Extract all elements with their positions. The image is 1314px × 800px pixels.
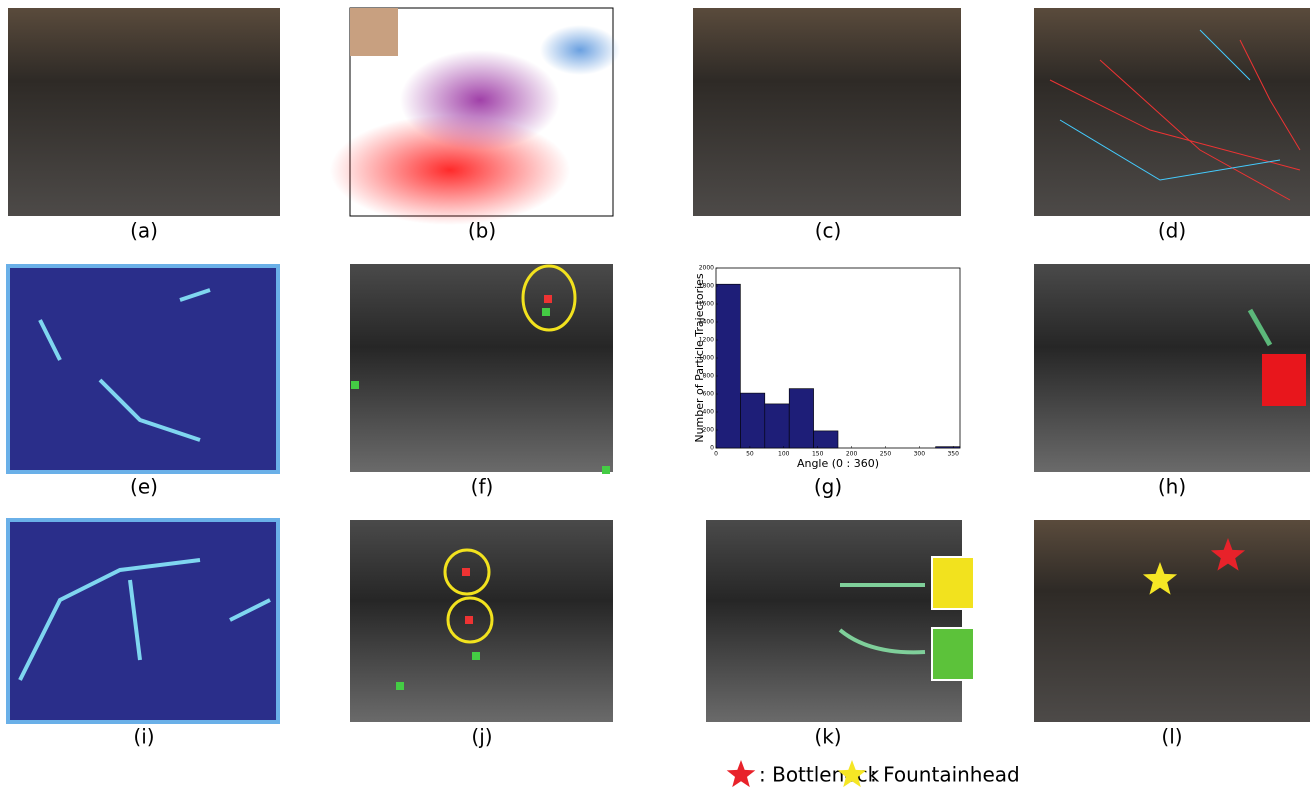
y-tick-label: 1600	[699, 301, 714, 308]
y-tick-label: 1800	[699, 283, 714, 290]
marker	[351, 381, 359, 389]
photo	[693, 8, 961, 216]
photo	[8, 8, 280, 216]
panel-caption: (c)	[815, 219, 842, 243]
y-tick-label: 600	[703, 391, 715, 398]
x-tick-label: 350	[947, 451, 959, 458]
bar	[814, 431, 838, 448]
panel-caption: (b)	[468, 219, 496, 243]
color-wheel	[350, 8, 398, 56]
photo	[1034, 8, 1310, 216]
inset	[932, 628, 974, 680]
x-tick-label: 0	[714, 451, 718, 458]
panel-caption: (e)	[130, 475, 158, 499]
panel-caption: (g)	[814, 475, 842, 499]
marker	[544, 295, 552, 303]
panel-caption: (f)	[471, 475, 494, 499]
panel-caption: (i)	[133, 725, 154, 749]
legend-label: : Bottleneck	[759, 763, 880, 787]
x-tick-label: 150	[812, 451, 824, 458]
photo	[1034, 520, 1310, 722]
y-tick-label: 200	[703, 427, 715, 434]
panel-caption: (h)	[1158, 475, 1186, 499]
marker	[462, 568, 470, 576]
inset	[932, 557, 974, 609]
histogram: Number of Particle Trajectories Angle (0…	[693, 265, 960, 471]
panels	[8, 8, 1310, 722]
bar	[936, 447, 960, 448]
bar	[716, 284, 740, 448]
panel-caption: (l)	[1161, 725, 1182, 749]
x-tick-label: 300	[914, 451, 926, 458]
marker	[472, 652, 480, 660]
y-tick-label: 400	[703, 409, 715, 416]
x-tick-label: 200	[846, 451, 858, 458]
marker	[602, 466, 610, 474]
inset	[1262, 354, 1306, 406]
panel-caption: (a)	[130, 219, 158, 243]
bar	[765, 404, 789, 448]
y-tick-label: 1000	[699, 355, 714, 362]
panel-caption: (d)	[1158, 219, 1186, 243]
legend-star	[727, 760, 756, 787]
y-tick-label: 1200	[699, 337, 714, 344]
y-tick-label: 800	[703, 373, 715, 380]
marker	[396, 682, 404, 690]
legend-label: : Fountainhead	[870, 763, 1020, 787]
photo	[350, 520, 613, 722]
y-tick-label: 2000	[699, 265, 714, 272]
figure: Number of Particle Trajectories Angle (0…	[0, 0, 1314, 800]
x-axis-label: Angle (0 : 360)	[797, 457, 879, 470]
marker	[542, 308, 550, 316]
flow-blob	[400, 50, 560, 150]
x-tick-label: 100	[778, 451, 790, 458]
flow-blob	[540, 25, 620, 75]
x-tick-label: 50	[746, 451, 754, 458]
panel-caption: (j)	[471, 725, 492, 749]
bar	[789, 389, 813, 448]
bar	[740, 393, 764, 448]
photo	[706, 520, 962, 722]
heat-map	[8, 266, 278, 472]
x-tick-label: 250	[880, 451, 892, 458]
panel-caption: (k)	[814, 725, 841, 749]
y-tick-label: 1400	[699, 319, 714, 326]
marker	[465, 616, 473, 624]
